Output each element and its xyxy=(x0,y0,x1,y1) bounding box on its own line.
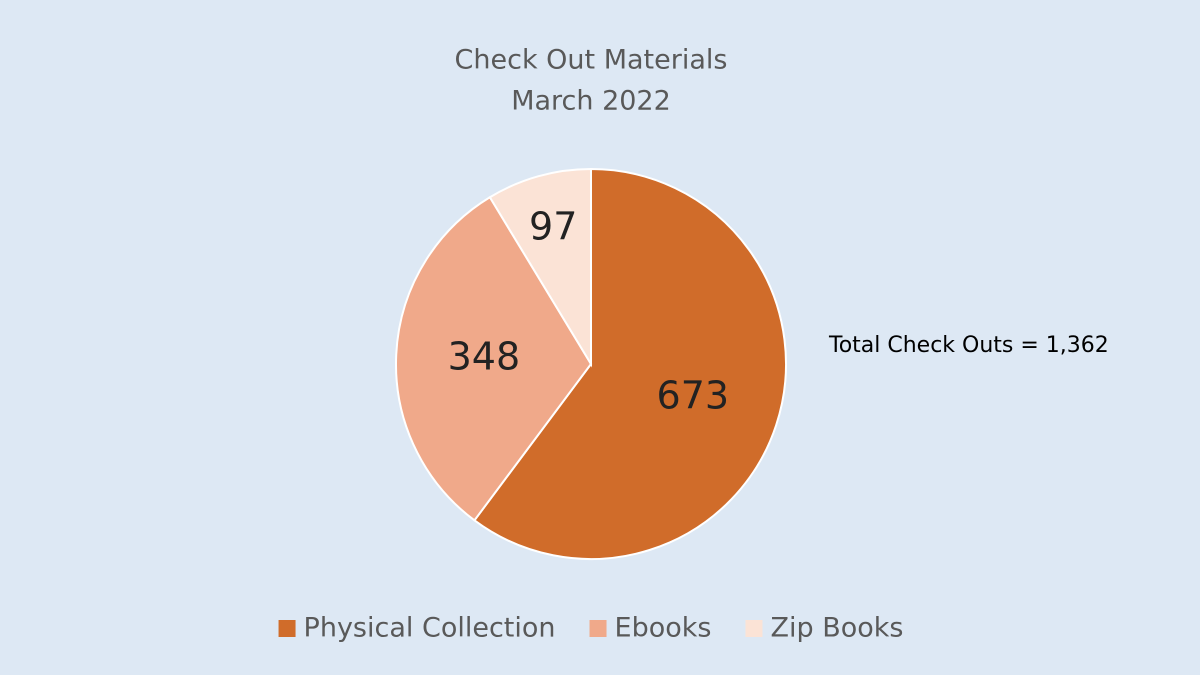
legend-swatch xyxy=(589,620,607,637)
chart-title: Check Out Materials xyxy=(455,45,728,76)
pie-slice xyxy=(488,167,592,368)
legend-label: Zip Books xyxy=(770,613,903,644)
chart-subtitle: March 2022 xyxy=(511,86,671,117)
legend-swatch xyxy=(278,620,296,637)
pie-slice xyxy=(395,195,593,522)
data-label: 97 xyxy=(529,204,577,248)
pie-slice xyxy=(473,167,787,560)
data-label: 673 xyxy=(657,373,730,417)
legend-label: Physical Collection xyxy=(304,613,556,644)
legend-swatch xyxy=(745,620,763,637)
data-label: 348 xyxy=(448,334,521,378)
annotation: Total Check Outs = 1,362 xyxy=(828,333,1109,358)
legend-label: Ebooks xyxy=(615,613,712,644)
